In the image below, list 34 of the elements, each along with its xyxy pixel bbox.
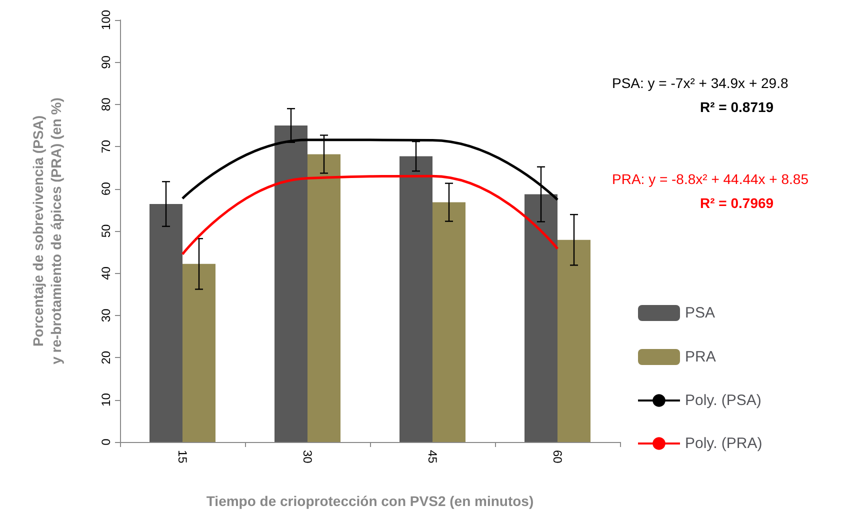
y-tick-label: 10 [99, 392, 113, 406]
bar [308, 154, 340, 442]
y-tick-label: 30 [99, 308, 113, 322]
legend-label: PSA [685, 304, 716, 322]
x-tick-label: 30 [300, 450, 314, 464]
y-tick-label: 20 [99, 350, 113, 364]
bar [432, 202, 466, 442]
x-axis-title: Tiempo de crioprotección con PVS2 (en minutos) [206, 493, 534, 509]
bar [274, 126, 308, 442]
legend-label: PRA [685, 348, 716, 366]
y-tick-label: 50 [99, 224, 113, 238]
bar [524, 194, 558, 442]
bar [182, 264, 216, 442]
y-tick-label: 80 [99, 97, 113, 112]
x-tick-label: 60 [550, 450, 564, 464]
bar [558, 240, 590, 442]
text: R² = 0.7969 [700, 195, 774, 211]
annotation: PRA: y = -8.8x² + 44.44x + 8.85 [612, 171, 809, 187]
y-tick-label: 0 [99, 438, 113, 446]
annotation: PSA: y = -7x² + 34.9x + 29.8 [612, 75, 788, 91]
y-tick-label: 70 [99, 140, 113, 154]
y-tick-label: 40 [99, 266, 113, 280]
y-tick-label: 60 [99, 182, 113, 196]
line-series [181, 174, 559, 256]
y-axis-title: Porcentaje de sobrevivencia (PSA) y re-brotamiento de ápices (PRA) (en %) [30, 98, 64, 364]
y-tick-label: 100 [99, 10, 113, 30]
bar [150, 204, 182, 442]
legend-label: Poly. (PSA) [685, 392, 762, 409]
text: R² = 0.8719 [700, 99, 774, 115]
bar [400, 156, 432, 442]
y-tick-label: 90 [99, 55, 113, 69]
legend-label: Poly. (PRA) [685, 435, 762, 452]
x-tick-label: 45 [426, 450, 440, 464]
x-tick-label: 15 [176, 450, 190, 464]
